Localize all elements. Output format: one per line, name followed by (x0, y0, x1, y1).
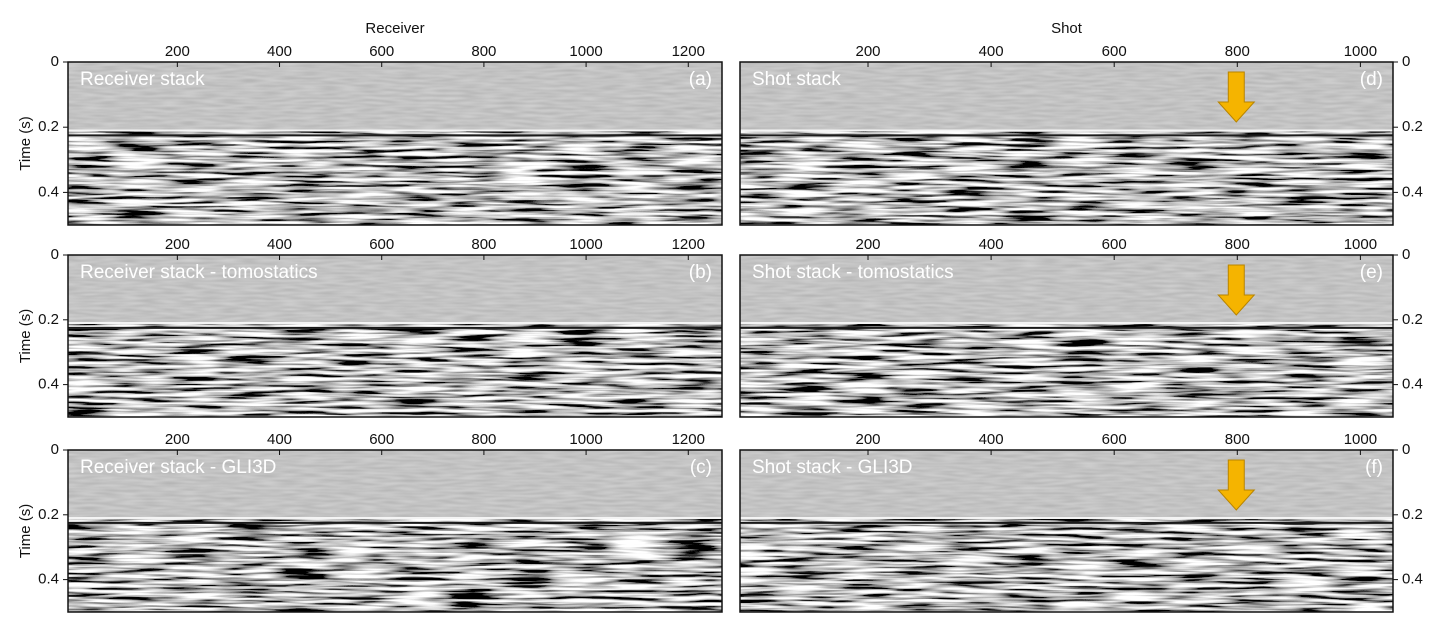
panel-frame (739, 61, 1394, 226)
x-axis-label: Receiver (365, 20, 424, 37)
x-tick-label: 1000 (569, 236, 602, 253)
y-axis-label: Time (s) (17, 116, 34, 170)
image-quiet-zone (740, 62, 1393, 131)
y-tick-label: 0.4 (38, 571, 59, 588)
x-tick-label: 800 (1225, 236, 1250, 253)
x-tick-label: 400 (267, 431, 292, 448)
x-tick-label: 1000 (1344, 431, 1377, 448)
y-tick-label: 0 (51, 441, 59, 458)
x-tick-label: 400 (267, 43, 292, 60)
x-tick-label: 200 (165, 236, 190, 253)
panel-title: Receiver stack - tomostatics (80, 262, 318, 283)
x-tick-label: 600 (369, 431, 394, 448)
x-tick-label: 1000 (569, 43, 602, 60)
image-quiet-zone (68, 450, 722, 519)
x-tick-label: 600 (369, 236, 394, 253)
x-tick-label: 400 (267, 236, 292, 253)
image-quiet-zone (68, 62, 722, 131)
panel-title: Receiver stack - GLI3D (80, 457, 276, 478)
panel-label: (f) (1365, 457, 1383, 478)
panel-label: (d) (1360, 69, 1383, 90)
x-tick-label: 1200 (672, 43, 705, 60)
x-tick-label: 600 (1102, 236, 1127, 253)
y-tick-label: 0 (1402, 53, 1410, 70)
y-tick-label: 0.2 (1402, 506, 1423, 523)
x-tick-label: 800 (471, 431, 496, 448)
y-tick-label: 0.4 (1402, 183, 1423, 200)
y-tick-label: 0.2 (1402, 311, 1423, 328)
y-tick-label: 0.2 (1402, 118, 1423, 135)
panel-label: (b) (689, 262, 712, 283)
panel-title: Receiver stack (80, 69, 205, 90)
x-tick-label: 800 (471, 236, 496, 253)
image-quiet-zone (740, 255, 1393, 324)
x-tick-label: 1200 (672, 431, 705, 448)
y-tick-label: 0.2 (38, 506, 59, 523)
x-tick-label: 400 (979, 236, 1004, 253)
panel-frame (67, 61, 723, 226)
panel-frame (67, 449, 723, 613)
image-reflections (740, 130, 1393, 225)
x-tick-label: 200 (855, 431, 880, 448)
x-tick-label: 1000 (1344, 236, 1377, 253)
image-reflections (740, 518, 1393, 612)
x-tick-label: 600 (1102, 43, 1127, 60)
x-tick-label: 600 (1102, 431, 1127, 448)
x-tick-label: 200 (855, 43, 880, 60)
y-tick-label: 0.4 (1402, 571, 1423, 588)
x-tick-label: 1000 (569, 431, 602, 448)
y-tick-label: 0 (51, 246, 59, 263)
y-axis-label: Time (s) (17, 504, 34, 558)
x-tick-label: 1000 (1344, 43, 1377, 60)
y-tick-label: 0.2 (38, 118, 59, 135)
panel-title: Shot stack (752, 69, 841, 90)
panel-frame (739, 449, 1394, 613)
x-tick-label: 1200 (672, 236, 705, 253)
x-tick-label: 200 (855, 236, 880, 253)
panel-label: (a) (689, 69, 712, 90)
arrow (1217, 71, 1256, 123)
image-quiet-zone (740, 450, 1393, 519)
x-axis-label: Shot (1051, 20, 1083, 37)
y-tick-label: 0 (1402, 441, 1410, 458)
x-tick-label: 800 (471, 43, 496, 60)
x-tick-label: 400 (979, 431, 1004, 448)
y-tick-label: 0.4 (38, 183, 59, 200)
y-tick-label: 0 (1402, 246, 1410, 263)
image-quiet-zone (68, 255, 722, 324)
x-tick-label: 200 (165, 43, 190, 60)
x-tick-label: 800 (1225, 431, 1250, 448)
y-tick-label: 0.4 (1402, 376, 1423, 393)
panel-label: (e) (1360, 262, 1383, 283)
x-tick-label: 600 (369, 43, 394, 60)
panel-label: (c) (690, 457, 712, 478)
panel-title: Shot stack - GLI3D (752, 457, 913, 478)
x-tick-label: 800 (1225, 43, 1250, 60)
x-tick-label: 200 (165, 431, 190, 448)
arrow (1217, 459, 1256, 511)
image-reflections (68, 518, 722, 612)
image-reflections (68, 130, 722, 225)
image-reflections (740, 323, 1393, 417)
x-tick-label: 400 (979, 43, 1004, 60)
panel-title: Shot stack - tomostatics (752, 262, 954, 283)
y-tick-label: 0 (51, 53, 59, 70)
y-tick-label: 0.2 (38, 311, 59, 328)
panel-frame (739, 254, 1394, 418)
arrow (1217, 264, 1256, 316)
image-reflections (68, 323, 722, 417)
panel-frame (67, 254, 723, 418)
y-axis-label: Time (s) (17, 309, 34, 363)
y-tick-label: 0.4 (38, 376, 59, 393)
